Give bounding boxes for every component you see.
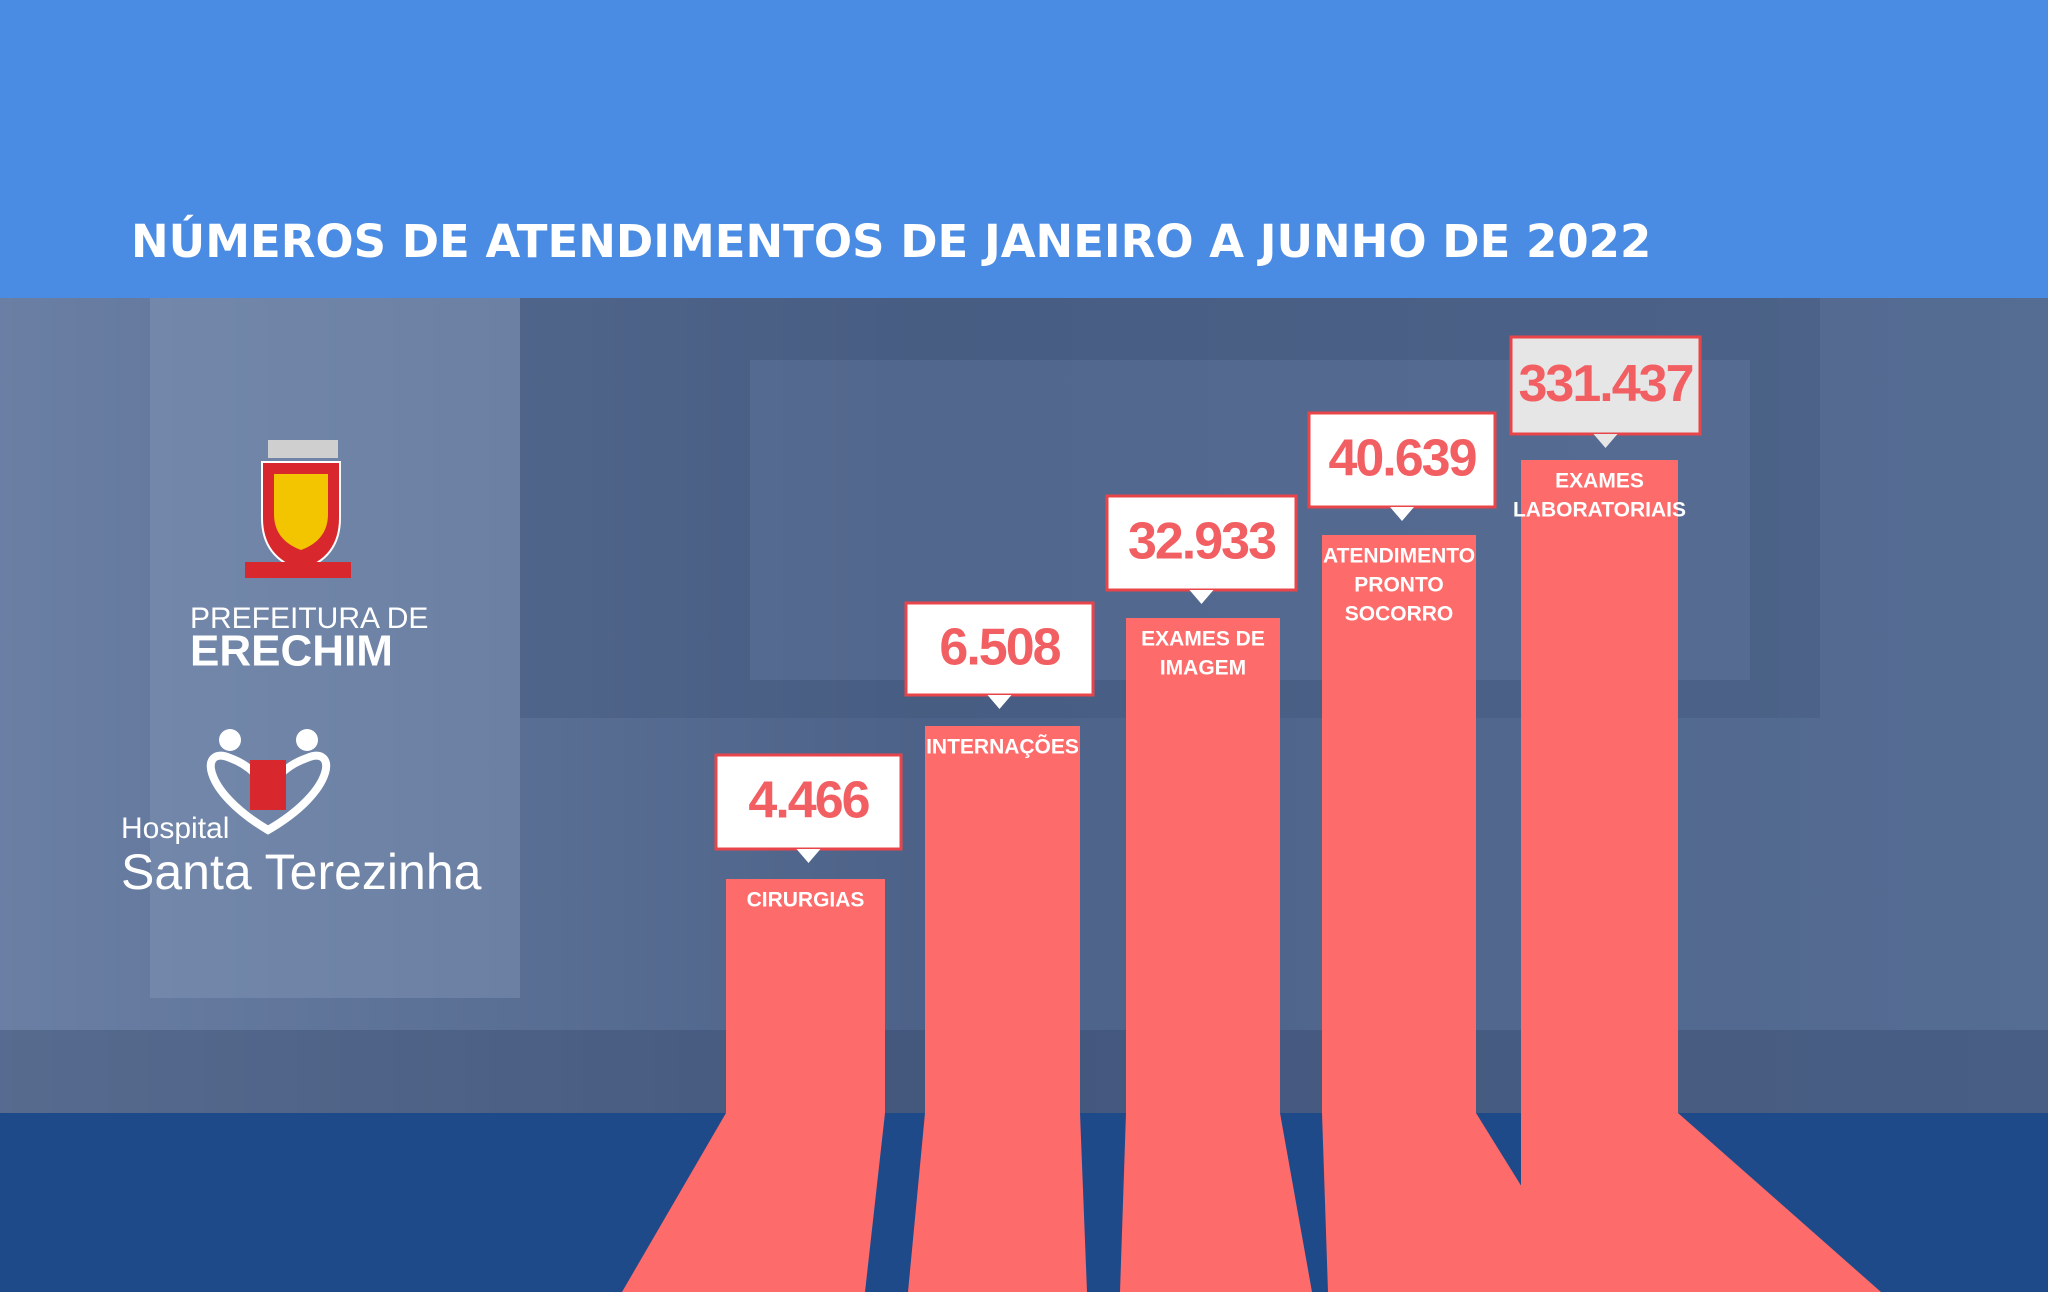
value-box bbox=[904, 601, 1095, 697]
column-label: EXAMES DE bbox=[1141, 628, 1265, 651]
column-label: INTERNAÇÕES bbox=[926, 735, 1079, 759]
prefeitura-logo bbox=[245, 440, 351, 578]
value: 6.508 bbox=[939, 619, 1060, 677]
value-box bbox=[1105, 494, 1298, 592]
column-floor bbox=[1322, 1113, 1587, 1292]
column bbox=[1521, 460, 1678, 1113]
value: 40.639 bbox=[1328, 430, 1475, 488]
value-box bbox=[1509, 335, 1702, 436]
column bbox=[726, 879, 885, 1113]
column-label: LABORATORIAIS bbox=[1513, 499, 1686, 522]
column bbox=[925, 726, 1080, 1113]
column bbox=[1126, 618, 1280, 1113]
column-label: ATENDIMENTO bbox=[1323, 545, 1475, 568]
column-label: SOCORRO bbox=[1345, 603, 1454, 626]
hospital-line1: Hospital bbox=[121, 812, 229, 845]
value-box-pointer bbox=[1593, 434, 1618, 448]
value-box-pointer bbox=[796, 849, 821, 863]
value: 32.933 bbox=[1128, 513, 1276, 571]
value-box-pointer bbox=[1390, 507, 1414, 521]
header-band bbox=[0, 0, 2048, 298]
column-floor bbox=[622, 1113, 885, 1292]
hospital-line2: Santa Terezinha bbox=[121, 844, 482, 900]
column-label: PRONTO bbox=[1354, 574, 1443, 597]
value-box-pointer bbox=[987, 695, 1012, 709]
column-label: CIRURGIAS bbox=[747, 889, 865, 912]
hospital-logo bbox=[206, 729, 331, 835]
column-floor bbox=[1521, 1113, 1881, 1292]
value: 4.466 bbox=[748, 772, 869, 830]
column-label: IMAGEM bbox=[1160, 657, 1246, 680]
column-floor bbox=[1120, 1113, 1312, 1292]
value-box-pointer bbox=[1189, 590, 1214, 604]
title: NÚMEROS DE ATENDIMENTOS DE JANEIRO A JUN… bbox=[131, 215, 1651, 268]
prefeitura-line1: PREFEITURA DE bbox=[190, 602, 428, 635]
column-floor bbox=[908, 1113, 1087, 1292]
column bbox=[1322, 535, 1476, 1113]
prefeitura-line2: ERECHIM bbox=[190, 627, 393, 676]
column-label: EXAMES bbox=[1555, 470, 1644, 493]
value: 331.437 bbox=[1519, 355, 1693, 413]
